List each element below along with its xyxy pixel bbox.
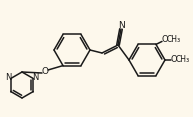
Text: N: N (6, 73, 12, 82)
Text: N: N (118, 21, 125, 30)
Text: N: N (32, 73, 38, 82)
Text: CH₃: CH₃ (167, 35, 181, 44)
Text: CH₃: CH₃ (176, 55, 190, 64)
Text: O: O (162, 35, 168, 44)
Text: O: O (41, 68, 48, 77)
Text: O: O (171, 55, 177, 64)
